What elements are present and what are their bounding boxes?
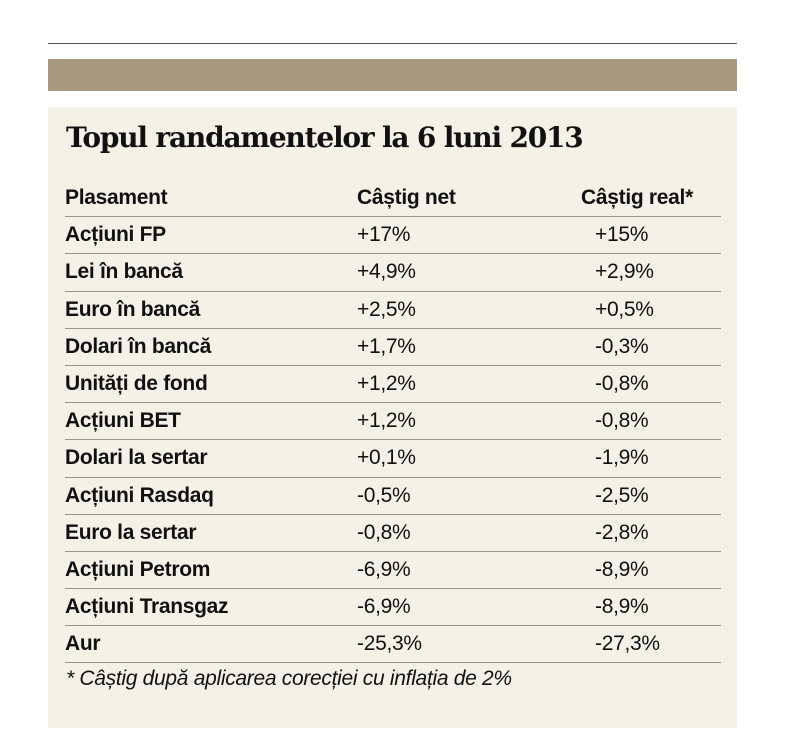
table-panel: Topul randamentelor la 6 luni 2013 Plasa… [48, 107, 737, 728]
row-plasament: Acțiuni BET [65, 409, 181, 433]
row-real-gain: -0,8% [595, 372, 649, 396]
row-plasament: Acțiuni Rasdaq [65, 483, 214, 507]
row-real-gain: -8,9% [595, 557, 649, 581]
row-net-gain: -25,3% [357, 632, 422, 656]
row-real-gain: +0,5% [595, 297, 654, 321]
row-real-gain: -27,3% [595, 632, 660, 656]
table-row: Acțiuni FP +17% +15% [65, 217, 721, 255]
row-plasament: Acțiuni Transgaz [65, 595, 229, 619]
row-net-gain: +0,1% [357, 446, 416, 470]
row-net-gain: +4,9% [357, 260, 416, 284]
table-row: Euro în bancă +2,5% +0,5% [65, 292, 721, 329]
row-net-gain: -6,9% [357, 557, 411, 581]
row-net-gain: +1,2% [357, 409, 416, 433]
row-plasament: Unități de fond [65, 372, 208, 396]
table-row: Acțiuni Petrom -6,9% -8,9% [65, 552, 721, 590]
table-body: Acțiuni FP +17% +15% Lei în bancă +4,9% +2,9%… [65, 217, 721, 664]
row-net-gain: +2,5% [357, 297, 416, 321]
row-net-gain: -6,9% [357, 595, 411, 619]
table-row: Lei în bancă +4,9% +2,9% [65, 254, 721, 292]
table-header-row: Plasament Câștig net Câștig real* [65, 180, 721, 218]
row-plasament: Acțiuni FP [65, 223, 166, 247]
row-net-gain: +1,7% [357, 334, 416, 358]
table-title: Topul randamentelor la 6 luni 2013 [66, 121, 584, 154]
row-net-gain: -0,5% [357, 483, 411, 507]
row-real-gain: -8,9% [595, 595, 649, 619]
column-header-real-gain: Câștig real* [581, 186, 693, 210]
row-real-gain: +15% [595, 223, 649, 247]
table-row: Acțiuni Rasdaq -0,5% -2,5% [65, 478, 721, 515]
column-header-plasament: Plasament [65, 186, 168, 210]
returns-table: Plasament Câștig net Câștig real* Acțiun… [65, 180, 721, 664]
row-real-gain: -0,3% [595, 334, 649, 358]
row-real-gain: -2,5% [595, 483, 649, 507]
row-net-gain: +17% [357, 223, 411, 247]
row-real-gain: +2,9% [595, 260, 654, 284]
table-row: Unități de fond +1,2% -0,8% [65, 366, 721, 404]
row-plasament: Aur [65, 632, 101, 656]
row-real-gain: -1,9% [595, 446, 649, 470]
row-net-gain: -0,8% [357, 520, 411, 544]
column-header-net-gain: Câștig net [357, 186, 456, 210]
table-row: Acțiuni Transgaz -6,9% -8,9% [65, 589, 721, 627]
table-row: Dolari la sertar +0,1% -1,9% [65, 440, 721, 478]
row-plasament: Euro la sertar [65, 520, 197, 544]
row-plasament: Dolari în bancă [65, 334, 212, 358]
table-row: Euro la sertar -0,8% -2,8% [65, 515, 721, 552]
row-plasament: Dolari la sertar [65, 446, 208, 470]
header-band [48, 59, 737, 91]
table-row: Aur -25,3% -27,3% [65, 626, 721, 664]
top-rule [48, 43, 737, 44]
row-net-gain: +1,2% [357, 372, 416, 396]
row-real-gain: -2,8% [595, 520, 649, 544]
row-plasament: Euro în bancă [65, 297, 200, 321]
table-row: Dolari în bancă +1,7% -0,3% [65, 329, 721, 366]
row-plasament: Lei în bancă [65, 260, 183, 284]
table-row: Acțiuni BET +1,2% -0,8% [65, 403, 721, 441]
row-real-gain: -0,8% [595, 409, 649, 433]
row-plasament: Acțiuni Petrom [65, 557, 211, 581]
footnote: * Câștig după aplicarea corecției cu inf… [66, 667, 512, 690]
